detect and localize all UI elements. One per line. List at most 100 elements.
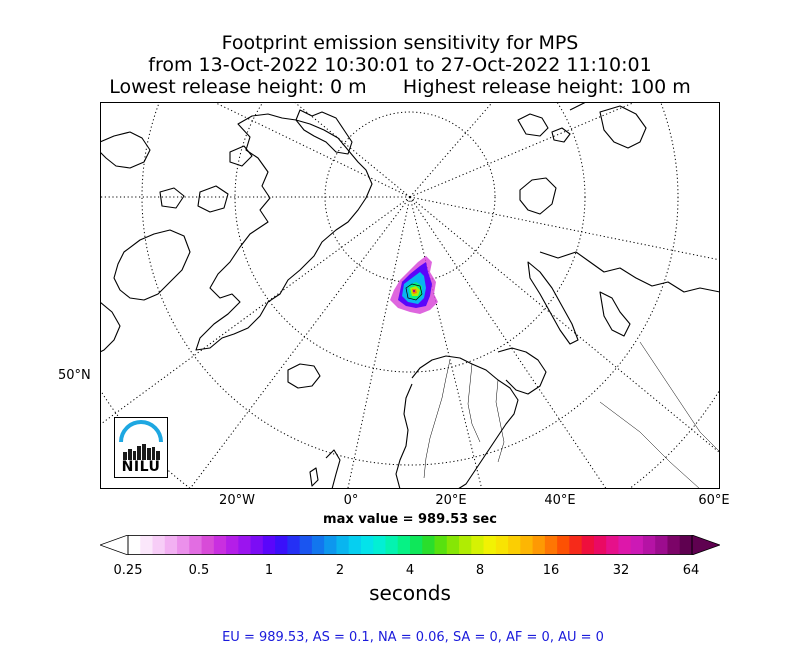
colorbar-cell	[655, 535, 668, 555]
colorbar-cell	[569, 535, 583, 555]
colorbar-cell	[532, 535, 546, 555]
coast-siberia	[539, 251, 720, 293]
colorbar-cell	[311, 535, 325, 555]
coast-franz-josef	[517, 113, 571, 143]
meridian-0	[347, 196, 411, 489]
colorbar-cell	[581, 535, 595, 555]
colorbar-tick: 32	[612, 563, 630, 578]
coast-ellesmere	[295, 109, 353, 155]
colorbar-cell	[201, 535, 215, 555]
colorbar-cell	[679, 535, 693, 555]
colorbar-cell	[508, 535, 521, 555]
colorbar-cell	[152, 535, 166, 555]
colorbar-tick: 2	[335, 563, 345, 578]
colorbar-cell	[495, 535, 509, 555]
colorbar-left-arrow	[100, 535, 129, 555]
colorbar-cell	[226, 535, 239, 555]
coast-canada-west	[100, 301, 121, 353]
meridian-40w	[100, 196, 411, 426]
nilu-logo: NILU	[114, 417, 168, 478]
colorbar-cell	[557, 535, 570, 555]
colorbar-cell	[324, 535, 337, 555]
border-finland-russia	[495, 379, 505, 463]
coast-iceland	[287, 363, 321, 389]
colorbar-cell	[213, 535, 227, 555]
colorbar-tick: 0.25	[113, 563, 143, 578]
meridians	[100, 102, 720, 489]
country-borders	[423, 341, 720, 489]
border-norway-sweden	[423, 359, 451, 479]
border-sweden-finland	[467, 363, 481, 443]
north-pole	[409, 196, 411, 198]
coastlines	[100, 102, 720, 489]
max-value-label: max value = 989.53 sec	[323, 512, 497, 527]
colorbar-cell	[128, 535, 141, 555]
colorbar-cell	[459, 535, 472, 555]
lat-label-50n: 50°N	[58, 368, 91, 383]
colorbar-cell	[238, 535, 252, 555]
colorbar-tick: 0.5	[188, 563, 210, 578]
colorbar-cell	[189, 535, 202, 555]
lat-circle-70	[234, 102, 586, 373]
colorbar-cell	[410, 535, 423, 555]
colorbar-cell	[299, 535, 313, 555]
colorbar	[100, 535, 720, 555]
colorbar-cell	[275, 535, 288, 555]
meridian-20w	[189, 196, 411, 489]
meridian-140e	[409, 102, 494, 198]
coast-scandinavia	[395, 355, 519, 489]
colorbar-cell	[434, 535, 448, 555]
colorbar-cell	[336, 535, 350, 555]
colorbar-title: seconds	[369, 581, 451, 605]
footprint-plume	[390, 256, 438, 314]
coast-kola-white-sea	[497, 347, 547, 395]
coast-svalbard	[519, 177, 557, 215]
colorbar-cell	[483, 535, 497, 555]
coast-uk	[309, 449, 341, 489]
colorbar-cell	[250, 535, 264, 555]
lon-label-60e: 60°E	[698, 493, 730, 508]
coast-yamal	[599, 291, 631, 337]
colorbar-right-arrow	[691, 535, 720, 555]
meridian-40e	[409, 196, 607, 489]
nilu-logo-graphic	[119, 420, 163, 460]
colorbar-cell	[606, 535, 619, 555]
colorbar-cell	[471, 535, 484, 555]
colorbar-cell	[544, 535, 558, 555]
lon-label-20e: 20°E	[435, 493, 467, 508]
map-svg	[100, 102, 720, 489]
lat-circle-60	[141, 102, 679, 466]
title-line-2: from 13-Oct-2022 10:30:01 to 27-Oct-2022…	[148, 54, 652, 76]
colorbar-cell	[373, 535, 386, 555]
title-line-3: Lowest release height: 0 m Highest relea…	[109, 76, 691, 98]
logo-skyline	[123, 444, 160, 460]
colorbar-cell	[287, 535, 301, 555]
plume-outline	[405, 283, 423, 301]
colorbar-tick: 4	[405, 563, 415, 578]
colorbar-cell	[422, 535, 435, 555]
region-stats: EU = 989.53, AS = 0.1, NA = 0.06, SA = 0…	[222, 630, 604, 645]
colorbar-cell	[520, 535, 534, 555]
colorbar-cell	[630, 535, 644, 555]
colorbar-cell	[348, 535, 362, 555]
colorbar-cell	[446, 535, 460, 555]
colorbar-cell	[262, 535, 276, 555]
lon-label-20w: 20°W	[219, 493, 255, 508]
coast-greenland	[195, 113, 373, 351]
colorbar-cell	[177, 535, 190, 555]
coast-novaya-zemlya	[527, 261, 579, 345]
colorbar-cell	[593, 535, 607, 555]
colorbar-tick: 16	[542, 563, 560, 578]
colorbar-cell	[164, 535, 178, 555]
map-panel[interactable]	[100, 102, 720, 489]
colorbar-tick: 1	[264, 563, 274, 578]
colorbar-cell	[667, 535, 681, 555]
coast-taymyr	[569, 102, 647, 149]
colorbar-tick: 8	[475, 563, 485, 578]
nilu-logo-text: NILU	[121, 459, 161, 475]
colorbar-cells	[128, 535, 693, 555]
coast-canada-north	[100, 131, 151, 169]
meridian-100e	[409, 102, 637, 198]
colorbar-cell	[140, 535, 153, 555]
colorbar-cell	[397, 535, 411, 555]
